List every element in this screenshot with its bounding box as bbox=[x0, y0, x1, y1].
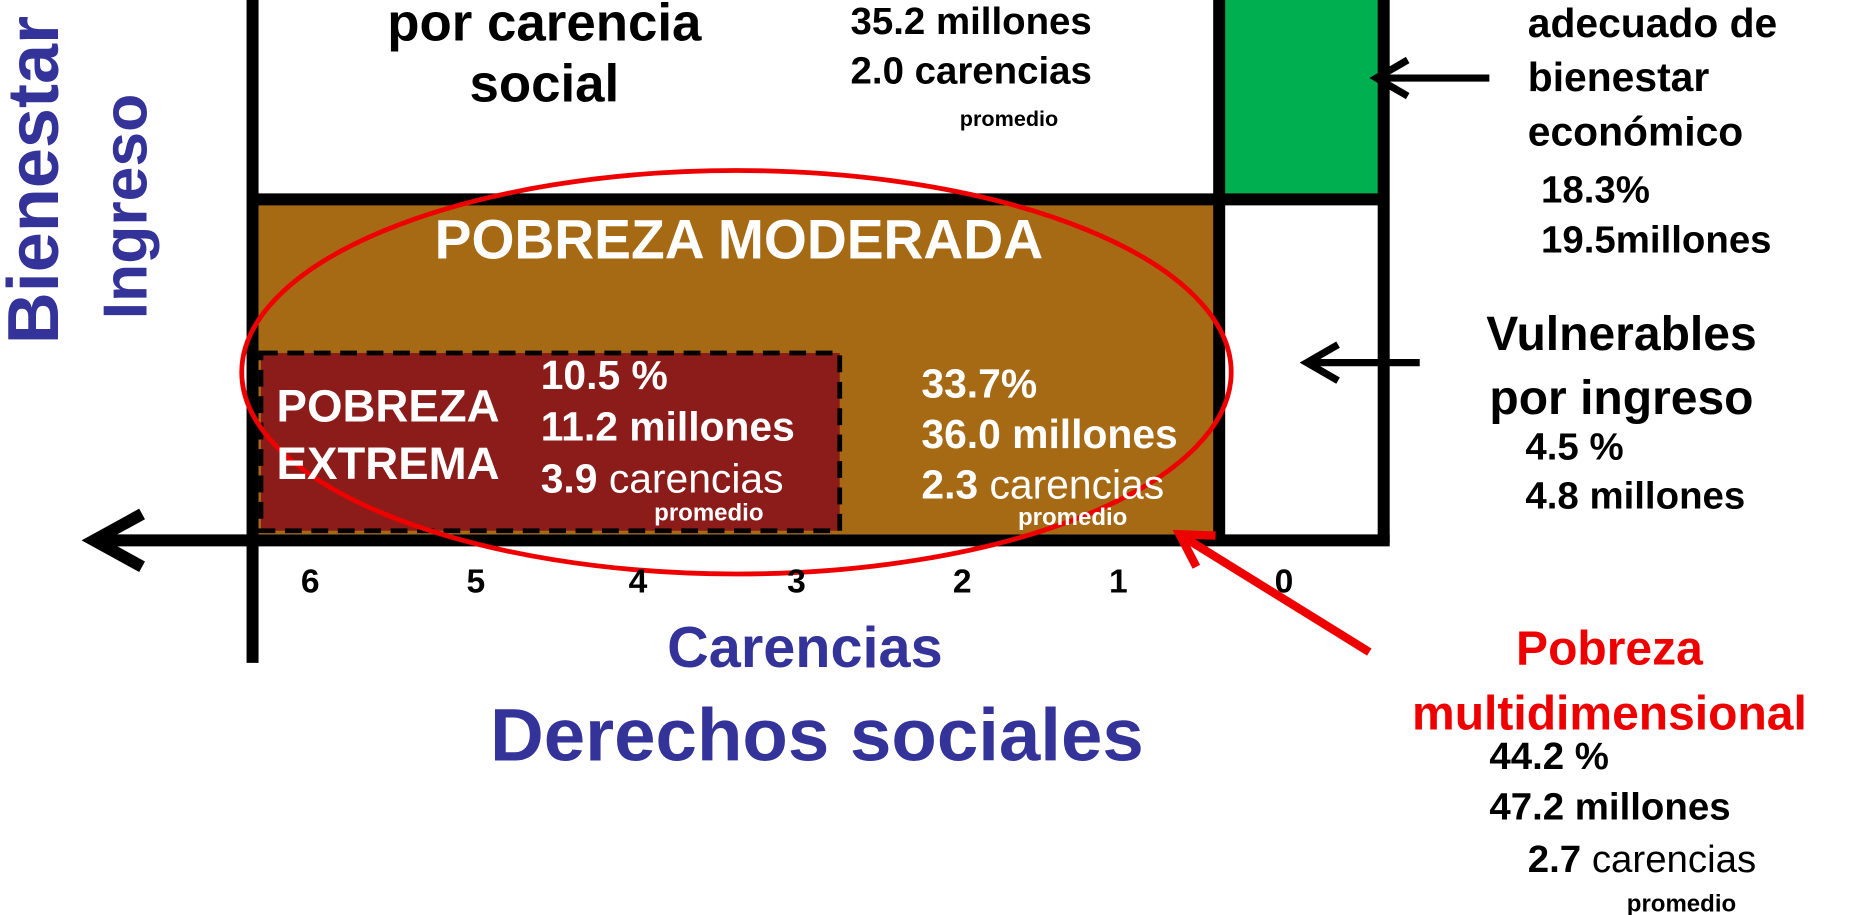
x-ticks: 6 5 4 3 2 1 0 bbox=[301, 563, 1294, 600]
label-line: por carencia bbox=[387, 0, 702, 52]
x-tick-label: 3 bbox=[787, 563, 806, 600]
label-line: adecuado de bbox=[1528, 0, 1777, 46]
label-line: POBREZA bbox=[277, 381, 500, 432]
note: promedio bbox=[1018, 504, 1127, 531]
y-label: Ingreso bbox=[91, 94, 161, 320]
stat: 2.0 carencias bbox=[851, 49, 1092, 92]
label-line: multidimensional bbox=[1412, 688, 1807, 741]
note: promedio bbox=[654, 499, 763, 526]
multidimensional-ellipse bbox=[239, 168, 1234, 577]
stat-num: 3.9 bbox=[541, 455, 598, 501]
vulnerables-label: Vulnerables por ingreso bbox=[1486, 308, 1756, 425]
note: promedio bbox=[1627, 891, 1736, 915]
stat: 2.3 carencias bbox=[921, 461, 1164, 507]
axes bbox=[81, 0, 1390, 663]
stat-unit: carencias bbox=[609, 455, 784, 501]
stat: 2.7 carencias bbox=[1528, 838, 1756, 881]
x-tick-label: 5 bbox=[467, 563, 486, 600]
stat: 11.2 millones bbox=[541, 404, 795, 450]
stat: 10.5 % bbox=[541, 352, 668, 398]
label-line: EXTREMA bbox=[277, 438, 500, 489]
arrows bbox=[1299, 56, 1490, 384]
stat: 4.8 millones bbox=[1525, 474, 1745, 517]
label-line: social bbox=[469, 55, 619, 114]
extreme-label: POBREZA EXTREMA bbox=[277, 381, 500, 490]
x-tick-label: 4 bbox=[629, 563, 648, 600]
stat: 19.5millones bbox=[1541, 219, 1772, 262]
note: promedio bbox=[960, 106, 1058, 131]
stat: 36.0 millones bbox=[921, 411, 1177, 457]
y-label: Bienestar bbox=[0, 16, 74, 344]
label-line: Pobreza bbox=[1516, 623, 1704, 676]
stat: 3.9 carencias bbox=[541, 455, 784, 501]
x-tick-label: 6 bbox=[301, 563, 320, 600]
moderate-stats: 33.7% 36.0 millones 2.3 carencias promed… bbox=[921, 360, 1177, 531]
stat: 4.5 % bbox=[1525, 425, 1623, 468]
label-line: bienestar bbox=[1528, 54, 1710, 100]
carencia-label: por carencia social bbox=[387, 0, 702, 114]
stat: 47.2 millones bbox=[1489, 785, 1730, 828]
green-box bbox=[1222, 0, 1382, 196]
stat: 18.3% bbox=[1541, 168, 1650, 211]
stat: 33.7% bbox=[921, 360, 1037, 406]
stat-num: 2.7 bbox=[1528, 838, 1581, 881]
x-tick-label: 1 bbox=[1109, 563, 1128, 600]
x-label: Carencias bbox=[667, 616, 943, 680]
label-line: Vulnerables bbox=[1486, 308, 1756, 361]
label-line: por ingreso bbox=[1489, 372, 1753, 425]
label-line: económico bbox=[1528, 108, 1743, 154]
x-sublabel: Derechos sociales bbox=[490, 694, 1144, 777]
stat-unit: carencias bbox=[1592, 838, 1756, 881]
stat-unit: carencias bbox=[989, 461, 1164, 507]
stat: 44.2 % bbox=[1489, 735, 1609, 778]
bienestar-label: adecuado de bienestar económico bbox=[1528, 0, 1777, 154]
stat-num: 2.3 bbox=[921, 461, 978, 507]
x-tick-label: 2 bbox=[953, 563, 972, 600]
multidimensional-label: Pobreza multidimensional bbox=[1412, 623, 1807, 741]
red-arrow bbox=[1172, 529, 1372, 656]
extreme-stats: 10.5 % 11.2 millones 3.9 carencias prome… bbox=[541, 352, 795, 526]
moderate-title: POBREZA MODERADA bbox=[435, 208, 1043, 270]
stat: 35.2 millones bbox=[851, 0, 1092, 43]
x-tick-label: 0 bbox=[1275, 563, 1294, 600]
